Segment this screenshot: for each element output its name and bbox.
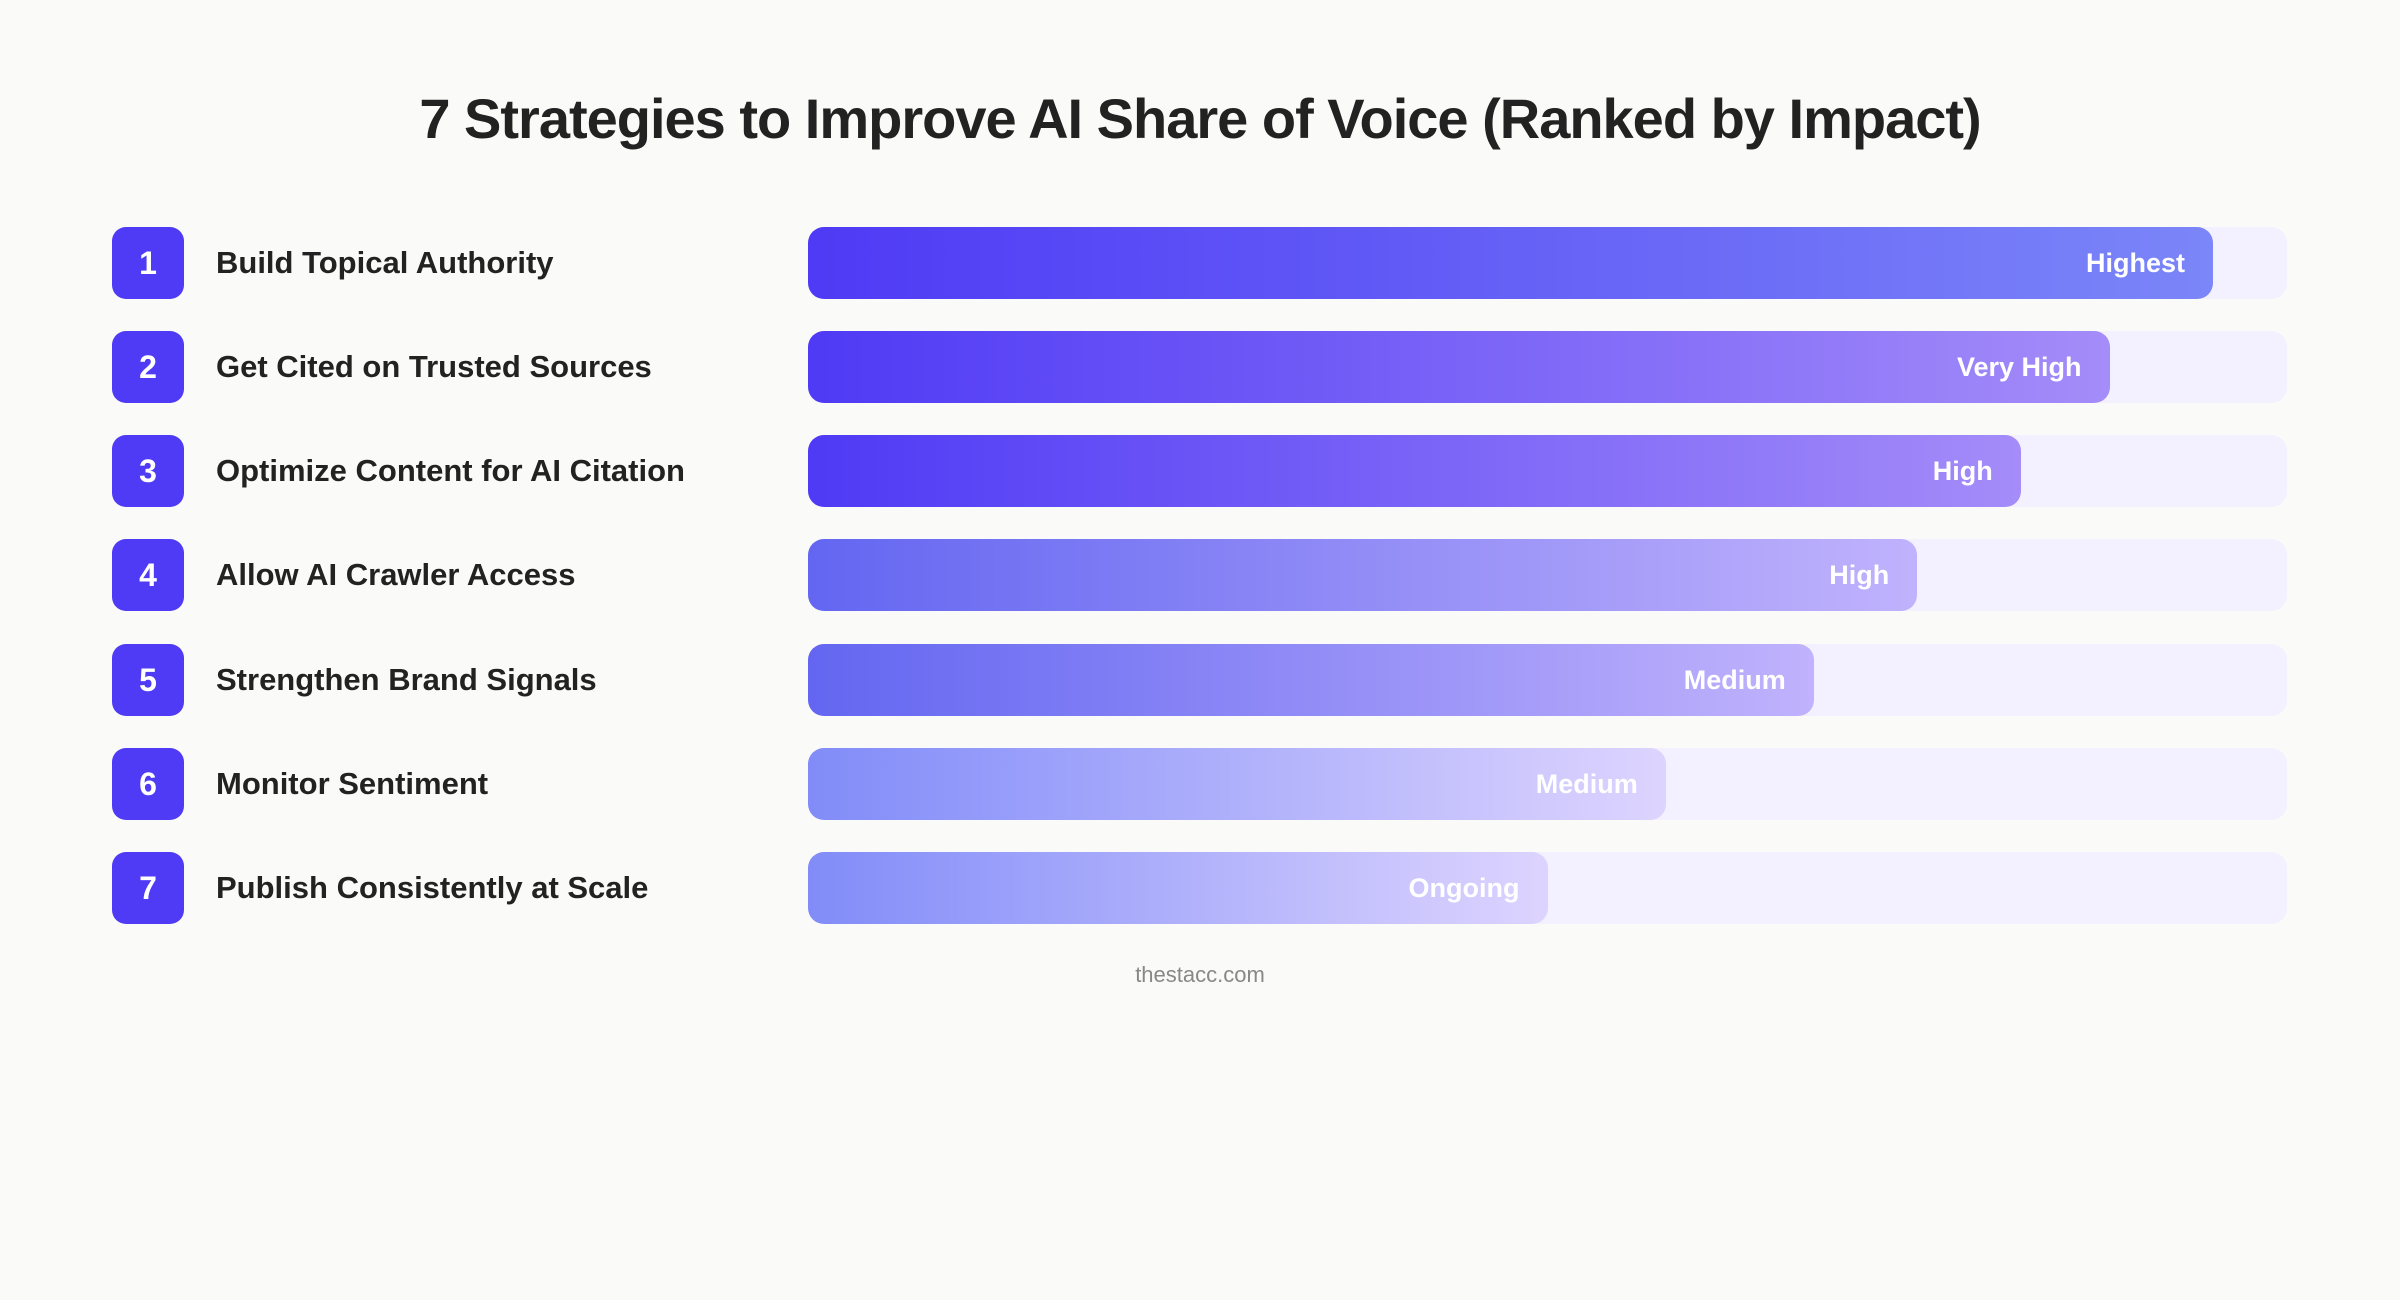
rank-badge: 3: [112, 435, 184, 507]
category-label: Optimize Content for AI Citation: [216, 453, 685, 488]
data-label: Ongoing: [1408, 873, 1520, 903]
category-label: Build Topical Authority: [216, 245, 554, 280]
rank-badge: 5: [112, 644, 184, 716]
bar-track: Ongoing: [808, 852, 2287, 924]
bar-row: 4 Allow AI Crawler Access High: [0, 539, 2400, 611]
bar-row: 1 Build Topical Authority Highest: [0, 227, 2400, 299]
rank-badge: 7: [112, 852, 184, 924]
bar: Medium: [808, 748, 1666, 820]
chart-title: 7 Strategies to Improve AI Share of Voic…: [419, 87, 1981, 150]
bar-track: Very High: [808, 331, 2287, 403]
data-label: High: [1829, 560, 1890, 590]
bar: High: [808, 435, 2021, 507]
rank-badge: 2: [112, 331, 184, 403]
category-label: Allow AI Crawler Access: [216, 557, 576, 592]
footer-source: thestacc.com: [1135, 962, 1265, 987]
data-label: Medium: [1683, 665, 1786, 695]
data-label: Highest: [2086, 248, 2186, 278]
bar-track: Medium: [808, 644, 2287, 716]
bar-row: 6 Monitor Sentiment Medium: [0, 748, 2400, 820]
data-label: Very High: [1956, 352, 2082, 382]
category-label: Monitor Sentiment: [216, 766, 489, 801]
bar: High: [808, 539, 1918, 611]
rank-badge: 1: [112, 227, 184, 299]
data-label: High: [1932, 456, 1993, 486]
data-label: Medium: [1535, 769, 1638, 799]
category-label: Get Cited on Trusted Sources: [216, 349, 652, 384]
rank-badge: 6: [112, 748, 184, 820]
category-label: Strengthen Brand Signals: [216, 662, 597, 697]
bar: Very High: [808, 331, 2110, 403]
bar-row: 5 Strengthen Brand Signals Medium: [0, 644, 2400, 716]
bar-track: High: [808, 539, 2287, 611]
bar-track: High: [808, 435, 2287, 507]
bar-track: Highest: [808, 227, 2287, 299]
bar: Ongoing: [808, 852, 1548, 924]
category-label: Publish Consistently at Scale: [216, 870, 649, 905]
bar-row: 7 Publish Consistently at Scale Ongoing: [0, 852, 2400, 924]
bar: Medium: [808, 644, 1814, 716]
bar-row: 2 Get Cited on Trusted Sources Very High: [0, 331, 2400, 403]
bar-track: Medium: [808, 748, 2287, 820]
bar-row: 3 Optimize Content for AI Citation High: [0, 435, 2400, 507]
bar: Highest: [808, 227, 2214, 299]
rank-badge: 4: [112, 539, 184, 611]
